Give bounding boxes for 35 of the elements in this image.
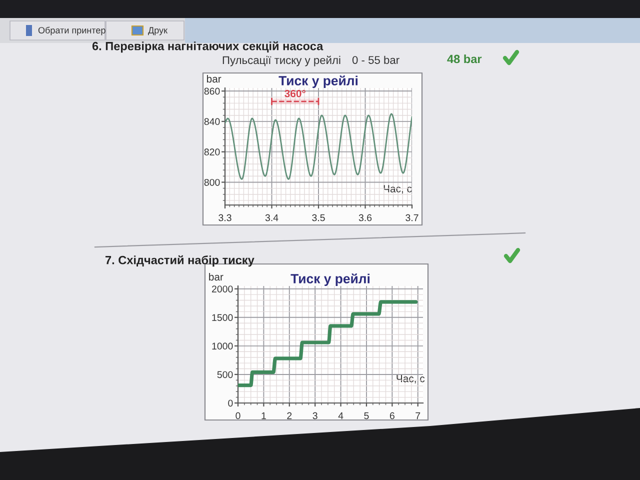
x-tick-label: 1	[262, 412, 266, 420]
text: 48 bar	[447, 54, 482, 64]
x-tick-label: 3.4	[265, 214, 278, 222]
y-axis-title: bar	[209, 272, 224, 281]
chart-title: Тиск у рейлі	[278, 75, 358, 88]
text: 0 - 55 bar	[352, 56, 400, 64]
y-tick-label: 500	[217, 371, 233, 378]
x-tick-label: 4	[338, 412, 344, 420]
y-tick-label: 1000	[212, 342, 233, 350]
x-tick-label: 3.3	[218, 214, 232, 222]
x-tick-label: 3	[312, 412, 318, 420]
x-tick-label: 3.6	[358, 214, 372, 222]
chart-title: Тиск у рейлі	[290, 273, 370, 286]
y-tick-label: 820	[204, 148, 220, 156]
text: Друк	[148, 27, 168, 36]
x-axis-title: Час, с	[396, 374, 425, 384]
x-tick-label: 6	[390, 412, 394, 420]
y-tick-label: 0	[228, 400, 233, 407]
y-axis-title: bar	[206, 74, 222, 83]
y-tick-label: 860	[204, 88, 220, 95]
x-tick-label: 2	[287, 412, 292, 420]
text: Обрати принтер	[38, 26, 106, 36]
x-tick-label: 0	[236, 412, 240, 420]
text: 7. Східчастий набір тиску	[106, 255, 254, 267]
y-tick-label: 1500	[212, 314, 233, 322]
x-tick-label: 5	[364, 412, 369, 420]
y-tick-label: 2000	[212, 286, 233, 292]
text: Пульсації тиску у рейлі	[222, 56, 340, 66]
x-tick-label: 3.7	[406, 214, 418, 222]
x-tick-label: 7	[416, 412, 420, 420]
x-tick-label: 3.5	[312, 214, 325, 222]
y-tick-label: 800	[204, 178, 220, 186]
text: 6. Перевірка нагнітаючих секцій насоса	[92, 41, 324, 53]
y-tick-label: 840	[204, 118, 220, 126]
band-label: 360°	[284, 90, 306, 98]
